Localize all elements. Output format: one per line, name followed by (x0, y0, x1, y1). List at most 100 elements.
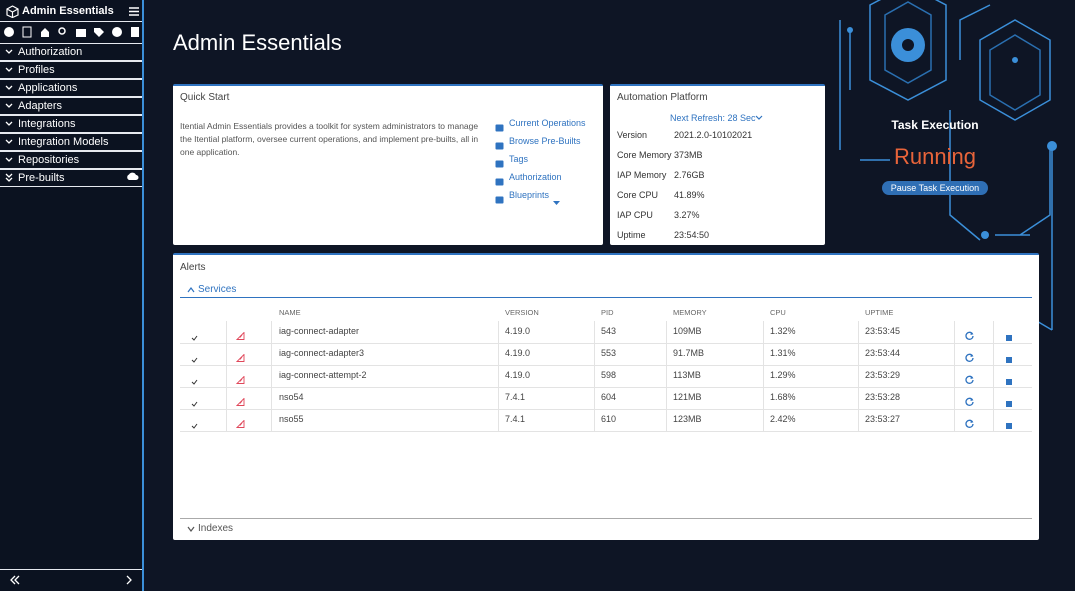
cell: iag-connect-adapter (279, 326, 360, 336)
check-icon (191, 416, 198, 434)
cell-border (993, 321, 994, 343)
link-icon (495, 119, 504, 137)
check-icon (191, 350, 198, 368)
cell-border (666, 321, 667, 343)
nav-item[interactable]: Pre-builts (0, 169, 142, 187)
nav-label: Authorization (18, 46, 83, 58)
refresh-dropdown[interactable]: Next Refresh: 28 Sec (670, 113, 756, 123)
table-row: iag-connect-adapter3 4.19.0 553 91.7MB 1.31%… (180, 343, 1032, 366)
sidebar-footer[interactable] (10, 575, 135, 585)
nav-item[interactable]: Integrations (0, 115, 142, 133)
cell-border (271, 321, 272, 343)
nav-label: Integrations (18, 118, 76, 130)
caret (553, 193, 560, 211)
cell-border (993, 365, 994, 387)
table-row: nso55 7.4.1 610 123MB 2.42% 23:53:27 (180, 409, 1032, 432)
table-row: iag-connect-attempt-2 4.19.0 598 113MB 1.29%… (180, 365, 1032, 388)
cell-border (858, 365, 859, 387)
cell-border (858, 409, 859, 431)
restart-icon[interactable] (965, 415, 974, 433)
cell: 7.4.1 (505, 414, 526, 424)
stat-label: IAP Memory (617, 170, 667, 180)
cell-border (666, 343, 667, 365)
cell: 91.7MB (673, 348, 705, 358)
cell-border (226, 387, 227, 409)
cell-border (954, 343, 955, 365)
chevron (5, 136, 13, 152)
stop-icon[interactable] (1006, 416, 1012, 434)
cell-border (226, 409, 227, 431)
cell: 4.19.0 (505, 370, 531, 380)
nav-item[interactable]: Authorization (0, 43, 142, 61)
section-title[interactable]: Services (198, 284, 237, 295)
alerts-card: Alerts Services NAME VERSION PID MEMORY CPU U… (173, 253, 1039, 540)
cell-border (993, 409, 994, 431)
chevron (5, 82, 13, 98)
sidebar-title: Admin Essentials (22, 5, 114, 17)
expand-icon[interactable] (187, 526, 195, 532)
cell-border (954, 365, 955, 387)
cell-border (993, 343, 994, 365)
cell-border (594, 387, 595, 409)
warning-icon (235, 393, 245, 411)
restart-icon[interactable] (965, 371, 974, 389)
cell: 23:53:28 (865, 392, 901, 402)
quick-start-card: Quick Start Itential Admin Essentials pr… (173, 84, 603, 245)
quick-link[interactable]: Tags (509, 154, 529, 164)
cell-border (763, 365, 764, 387)
nav-item[interactable]: Integration Models (0, 133, 142, 151)
stat-label: Core CPU (617, 190, 659, 200)
quick-link[interactable]: Current Operations (509, 118, 586, 128)
section-title[interactable]: Indexes (198, 523, 234, 534)
cell: 598 (601, 370, 617, 380)
stat-label: Uptime (617, 230, 646, 240)
collapse-icon[interactable] (187, 287, 195, 293)
cell-border (594, 343, 595, 365)
task-title: Task Execution (891, 118, 979, 132)
quick-link[interactable]: Authorization (509, 172, 562, 182)
restart-icon[interactable] (965, 393, 974, 411)
cell-border (858, 321, 859, 343)
restart-icon[interactable] (965, 327, 974, 345)
cell-border (954, 321, 955, 343)
stat-value: 3.27% (674, 210, 700, 220)
pause-button[interactable]: Pause Task Execution (882, 181, 988, 195)
cell: 604 (601, 392, 617, 402)
toolbar[interactable] (3, 26, 141, 38)
nav-label: Repositories (18, 154, 80, 166)
link-icon (495, 173, 504, 191)
column-header: CPU (770, 308, 786, 317)
nav-item[interactable]: Profiles (0, 61, 142, 79)
caret (755, 115, 763, 120)
nav-item[interactable]: Applications (0, 79, 142, 97)
cell: 1.32% (770, 326, 796, 336)
cell: 121MB (673, 392, 702, 402)
stop-icon[interactable] (1006, 372, 1012, 390)
stat-value: 2021.2.0-10102021 (674, 130, 753, 140)
check-icon (191, 328, 198, 346)
automation-platform-card: Automation Platform Next Refresh: 28 Sec… (610, 84, 825, 245)
nav-label: Adapters (18, 100, 63, 112)
cell: 109MB (673, 326, 702, 336)
divider (180, 297, 1032, 298)
cell-border (954, 409, 955, 431)
nav-label: Integration Models (18, 136, 109, 148)
quick-link[interactable]: Browse Pre-Builts (509, 136, 581, 146)
cell-border (763, 321, 764, 343)
stop-icon[interactable] (1006, 350, 1012, 368)
nav-label: Applications (18, 82, 78, 94)
link-icon (495, 155, 504, 173)
cell: 23:53:44 (865, 348, 901, 358)
stop-icon[interactable] (1006, 328, 1012, 346)
link-icon (495, 137, 504, 155)
cell-border (858, 387, 859, 409)
restart-icon[interactable] (965, 349, 974, 367)
stop-icon[interactable] (1006, 394, 1012, 412)
cell: 2.42% (770, 414, 796, 424)
menu-toggle[interactable] (129, 7, 139, 16)
nav-item[interactable]: Adapters (0, 97, 142, 115)
nav-item[interactable]: Repositories (0, 151, 142, 169)
cell-border (271, 409, 272, 431)
quick-link[interactable]: Blueprints (509, 190, 550, 200)
